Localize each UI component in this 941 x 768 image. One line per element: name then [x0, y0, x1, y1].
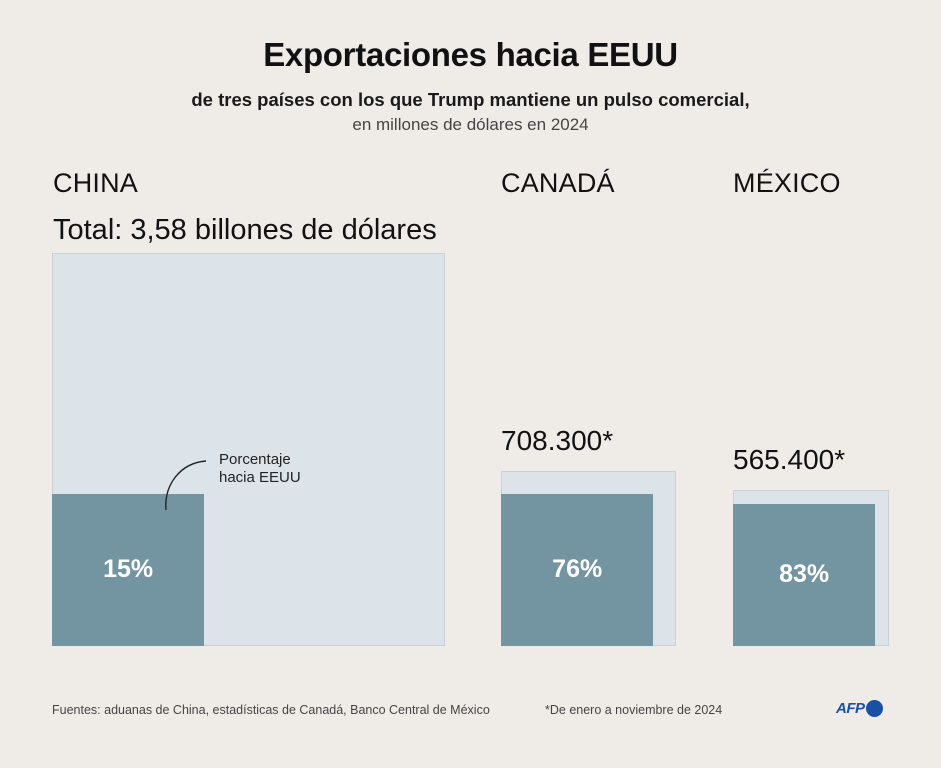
annotation-line-2: hacia EEUU: [219, 469, 301, 486]
us-share-box-china: 15%: [52, 493, 205, 646]
afp-logo-text: AFP: [836, 700, 865, 717]
annotation-line-1: Porcentaje: [219, 451, 291, 468]
us-share-box-mexico: 83%: [733, 503, 876, 646]
afp-logo: AFP: [836, 700, 883, 717]
share-label-mexico: 83%: [779, 559, 830, 588]
total-label-china: Total: 3,58 billones de dólares: [53, 214, 437, 246]
total-label-canada: 708.300*: [501, 425, 614, 457]
total-label-mexico: 565.400*: [733, 443, 846, 475]
annotation-connector: [165, 460, 207, 511]
annotation-curve: [165, 460, 207, 511]
footnote: *De enero a noviembre de 2024: [545, 703, 723, 717]
afp-logo-dot-icon: [865, 700, 883, 717]
country-label-canada: CANADÁ: [501, 168, 615, 198]
chart-title: Exportaciones hacia EEUU: [263, 36, 678, 73]
chart-subtitle-unit: en millones de dólares en 2024: [352, 115, 589, 134]
us-share-box-canada: 76%: [501, 493, 654, 646]
share-label-canada: 76%: [552, 554, 603, 583]
chart-subtitle: de tres países con los que Trump mantien…: [191, 89, 750, 110]
country-label-china: CHINA: [53, 168, 139, 198]
sources-note: Fuentes: aduanas de China, estadísticas …: [52, 703, 490, 717]
annotation-label: Porcentaje hacia EEUU: [219, 451, 301, 487]
share-label-china: 15%: [103, 554, 154, 583]
country-label-mexico: MÉXICO: [733, 168, 841, 198]
